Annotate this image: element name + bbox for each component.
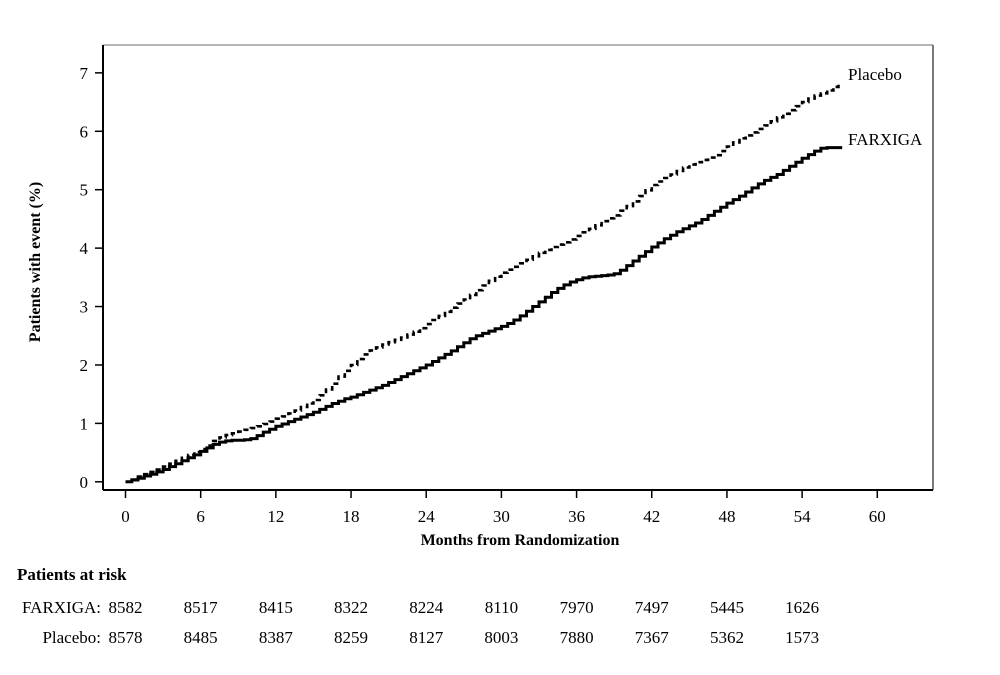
legend-label-farxiga: FARXIGA [848,130,923,149]
y-axis-tick-label: 7 [80,64,89,83]
risk-value: 7970 [560,598,594,617]
y-axis-tick-label: 6 [80,122,89,141]
placebo-curve [125,83,840,484]
y-axis-title: Patients with event (%) [27,182,44,342]
x-axis-tick-label: 42 [643,507,660,526]
risk-value: 8127 [409,628,444,647]
y-axis-tick-label: 3 [80,298,89,317]
risk-row-label: Placebo: [42,628,101,647]
x-axis-tick-label: 30 [493,507,510,526]
risk-value: 8110 [485,598,518,617]
risk-value: 8387 [259,628,294,647]
y-axis-tick-label: 1 [80,414,89,433]
risk-value: 5362 [710,628,744,647]
risk-value: 8485 [184,628,218,647]
x-axis-title: Months from Randomization [421,532,620,549]
risk-value: 8578 [109,628,143,647]
risk-value: 1626 [785,598,819,617]
legend-label-placebo: Placebo [848,65,902,84]
y-axis-tick-label: 0 [80,473,89,492]
risk-value: 8517 [184,598,219,617]
risk-value: 8003 [484,628,518,647]
risk-value: 8224 [409,598,444,617]
risk-table-heading: Patients at risk [17,565,127,584]
y-axis-tick-label: 5 [80,181,89,200]
risk-value: 8582 [109,598,143,617]
risk-value: 7497 [635,598,670,617]
x-axis-tick-label: 36 [568,507,585,526]
y-axis-tick-label: 4 [80,239,89,258]
farxiga-curve [125,146,843,484]
x-axis-tick-label: 60 [869,507,886,526]
y-axis-tick-label: 2 [80,356,89,375]
x-axis-tick-label: 24 [418,507,436,526]
risk-value: 1573 [785,628,819,647]
x-axis-tick-label: 48 [718,507,735,526]
risk-value: 8259 [334,628,368,647]
x-axis-tick-label: 6 [196,507,205,526]
risk-value: 7367 [635,628,670,647]
risk-value: 8415 [259,598,293,617]
x-axis-tick-label: 54 [794,507,812,526]
x-axis-tick-label: 12 [267,507,284,526]
risk-row-label: FARXIGA: [22,598,101,617]
x-axis-tick-label: 0 [121,507,130,526]
risk-value: 7880 [560,628,594,647]
risk-value: 8322 [334,598,368,617]
x-axis-tick-label: 18 [343,507,360,526]
risk-value: 5445 [710,598,744,617]
